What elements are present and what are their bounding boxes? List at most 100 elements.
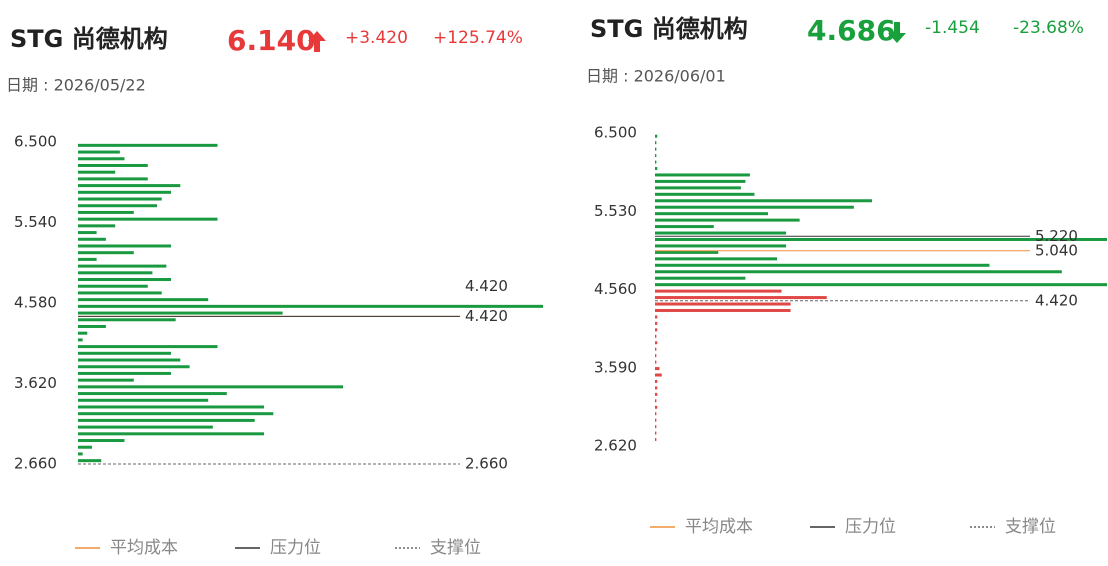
- chip-bar: [78, 304, 543, 308]
- chip-bar: [78, 197, 162, 201]
- chip-bar: [78, 224, 116, 228]
- chip-bar: [655, 154, 657, 158]
- chip-bar: [655, 270, 1062, 274]
- chip-bar: [655, 386, 658, 390]
- chip-bar: [78, 184, 181, 188]
- legend-label: 压力位: [845, 517, 896, 537]
- date: 日期 : 2026/06/01: [586, 67, 726, 86]
- chip-bar: [78, 231, 97, 235]
- chip-bar: [655, 302, 791, 306]
- chip-bar: [655, 166, 658, 170]
- chip-bar: [655, 328, 658, 332]
- chip-bar: [655, 283, 1107, 287]
- chip-bar: [78, 157, 125, 161]
- avg_cost-label: 4.420: [465, 277, 508, 295]
- chip-bar: [655, 367, 660, 371]
- y-tick-label: 6.500: [14, 133, 57, 151]
- y-tick-label: 4.580: [14, 294, 57, 312]
- legend-label: 平均成本: [110, 538, 178, 558]
- chip-bar: [655, 296, 827, 300]
- chip-bar: [655, 218, 800, 222]
- chip-bar: [655, 392, 658, 396]
- chip-bar: [78, 439, 125, 443]
- avg_cost-label: 5.040: [1035, 241, 1078, 259]
- y-tick-label: 3.620: [14, 374, 57, 392]
- chip-bar: [78, 412, 274, 416]
- arrow-down: [888, 22, 906, 43]
- chip-bar: [655, 373, 662, 377]
- chip-bar: [78, 177, 148, 181]
- chip-bar: [655, 250, 719, 254]
- chip-bar: [655, 244, 787, 248]
- y-tick-label: 5.540: [14, 213, 57, 231]
- chip-bar: [655, 354, 657, 358]
- chip-bar: [78, 318, 176, 322]
- change-pct: +125.74%: [433, 28, 523, 48]
- chip-bar: [78, 217, 218, 221]
- chip-bar: [655, 405, 658, 409]
- chip-bar: [78, 392, 227, 396]
- chip-bar: [78, 251, 134, 255]
- chip-bar: [78, 237, 106, 241]
- chip-bar: [78, 351, 171, 355]
- chip-bar: [78, 459, 102, 463]
- pressure-label: 5.220: [1035, 227, 1078, 245]
- chip-bar: [78, 445, 92, 449]
- arrow-up: [308, 31, 326, 52]
- chip-bar: [655, 205, 854, 209]
- chip-bar: [78, 291, 162, 295]
- chip-bar: [655, 321, 658, 325]
- chip-bar: [78, 284, 148, 288]
- chip-bar: [655, 431, 657, 435]
- chip-bar: [78, 257, 97, 261]
- chip-bar: [655, 160, 657, 164]
- chip-bar: [655, 341, 658, 345]
- chip-bar: [78, 331, 88, 335]
- pressure-label: 4.420: [465, 307, 508, 325]
- chip-bar: [655, 289, 782, 293]
- chip-bar: [78, 204, 158, 208]
- date: 日期 : 2026/05/22: [6, 76, 146, 95]
- y-tick-label: 3.590: [594, 358, 637, 376]
- chip-bar: [655, 399, 657, 403]
- chip-bar: [78, 311, 283, 315]
- chip-bar: [78, 298, 209, 302]
- chip-bar: [78, 452, 83, 456]
- chip-bar: [78, 190, 171, 194]
- stock-title: STG 尚德机构: [10, 25, 168, 53]
- y-tick-label: 2.660: [14, 455, 57, 473]
- chip-bar: [655, 231, 787, 235]
- chip-bar: [655, 379, 658, 383]
- chip-bar: [655, 412, 657, 416]
- chip-bar: [78, 365, 190, 369]
- legend-label: 平均成本: [685, 517, 753, 537]
- stock-title: STG 尚德机构: [590, 15, 748, 43]
- support-label: 4.420: [1035, 291, 1078, 309]
- chip-bar: [78, 385, 344, 389]
- chip-bar: [655, 360, 657, 364]
- y-tick-label: 6.500: [594, 124, 637, 142]
- chip-bar: [655, 425, 657, 429]
- y-tick-label: 5.530: [594, 202, 637, 220]
- price: 4.686: [807, 14, 896, 47]
- legend-label: 支撑位: [1005, 517, 1056, 537]
- chip-bar: [655, 334, 657, 338]
- support-label: 2.660: [465, 455, 508, 473]
- chip-bar: [78, 278, 171, 282]
- chip-bar: [78, 432, 264, 436]
- chip-bar: [655, 308, 791, 312]
- chip-bar: [78, 358, 181, 362]
- chip-bar: [78, 338, 83, 342]
- chip-bar: [655, 225, 714, 229]
- change-pct: -23.68%: [1013, 18, 1084, 38]
- chip-bar: [655, 438, 657, 442]
- chip-bar: [655, 134, 658, 138]
- chip-bar: [78, 378, 134, 382]
- chip-bar: [78, 405, 264, 409]
- chip-bar: [78, 418, 255, 422]
- chip-bar: [78, 163, 148, 167]
- chip-bar: [78, 170, 116, 174]
- chip-bar: [78, 324, 106, 328]
- chip-bar: [655, 179, 746, 183]
